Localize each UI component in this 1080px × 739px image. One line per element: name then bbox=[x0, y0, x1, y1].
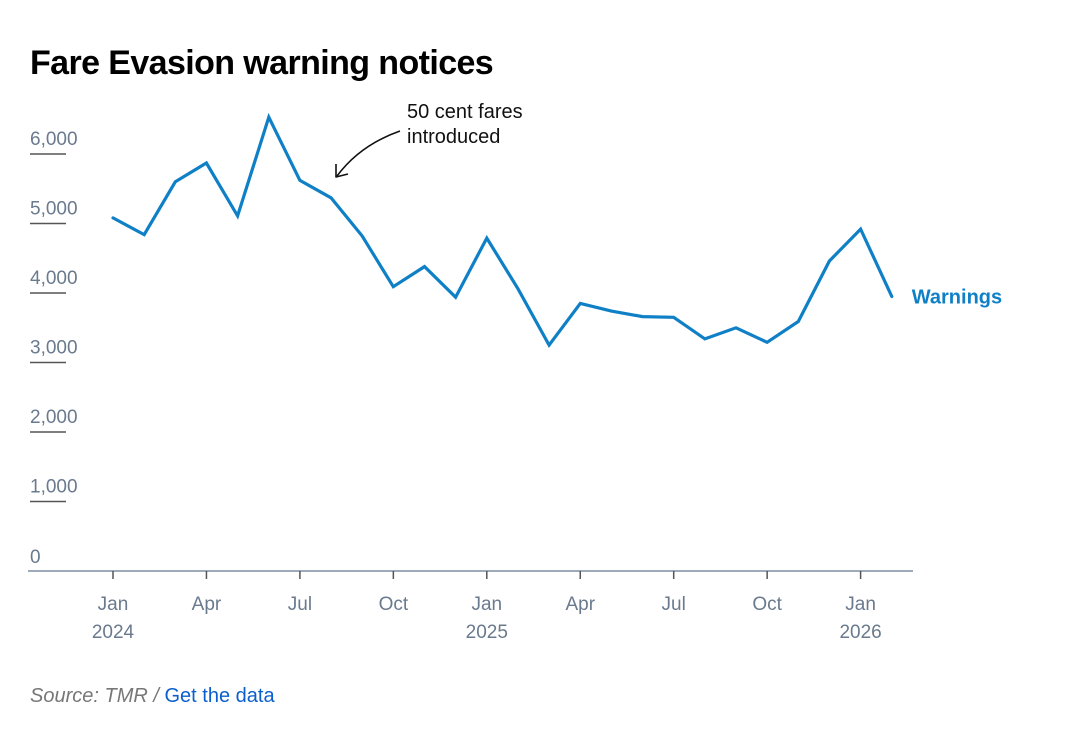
y-tick-label: 6,000 bbox=[30, 129, 78, 150]
x-tick-label: Jan bbox=[98, 594, 129, 615]
source-line: Source: TMR / Get the data bbox=[30, 685, 275, 708]
annotation-text: 50 cent fares bbox=[407, 101, 523, 123]
annotation-arrow bbox=[336, 130, 401, 177]
x-tick-label: Jan bbox=[471, 594, 502, 615]
x-tick-label: Apr bbox=[565, 594, 595, 615]
x-tick-label: Jul bbox=[662, 594, 686, 615]
x-tick-label: Oct bbox=[379, 594, 409, 615]
annotation: 50 cent fares introduced bbox=[335, 101, 523, 178]
chart-title: Fare Evasion warning notices bbox=[30, 44, 494, 82]
y-tick-label: 5,000 bbox=[30, 199, 78, 220]
x-tick-year-label: 2024 bbox=[92, 622, 135, 643]
x-tick-label: Apr bbox=[192, 594, 222, 615]
x-tick-label: Oct bbox=[752, 594, 782, 615]
x-tick-label: Jan bbox=[845, 594, 876, 615]
y-tick-label: 4,000 bbox=[30, 268, 78, 289]
get-the-data-link[interactable]: Get the data bbox=[164, 685, 275, 707]
y-axis: 0 1,000 2,000 3,000 4,000 5,000 6,000 bbox=[30, 129, 78, 568]
annotation-text: introduced bbox=[407, 126, 500, 148]
y-tick-label: 0 bbox=[30, 547, 41, 568]
series-label-warnings: Warnings bbox=[912, 286, 1002, 308]
annotation-arrowhead bbox=[335, 164, 349, 178]
series-layer: Warnings bbox=[111, 112, 1002, 349]
x-tick-label: Jul bbox=[288, 594, 312, 615]
y-tick-label: 1,000 bbox=[30, 477, 78, 498]
series-line-warnings bbox=[111, 112, 894, 349]
x-axis: Jan 2024 Apr Jul Oct Jan 2025 Apr Jul Oct Jan 2026 bbox=[28, 570, 913, 643]
y-tick-label: 2,000 bbox=[30, 407, 78, 428]
y-tick-label: 3,000 bbox=[30, 338, 78, 359]
x-tick-year-label: 2026 bbox=[839, 622, 881, 643]
x-tick-year-label: 2025 bbox=[466, 622, 508, 643]
source-text: Source: TMR / bbox=[30, 685, 159, 707]
